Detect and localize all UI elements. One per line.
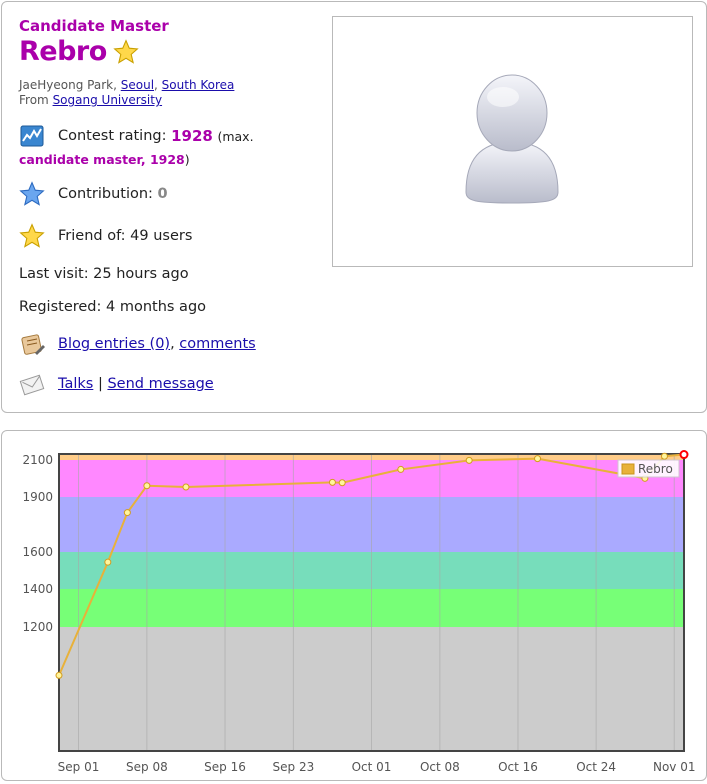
- friend-row: Friend of: 49 users: [19, 223, 192, 249]
- user-rank: Candidate Master: [19, 17, 169, 35]
- user-name: JaeHyeong Park: [19, 78, 114, 92]
- rating-chart[interactable]: Sep 01 Sep 08 Sep 16 Sep 23 Oct 01 Oct 08 Oct …: [2, 431, 706, 780]
- legend-label: Rebro: [638, 462, 673, 476]
- blog-entries-link[interactable]: Blog entries (0): [58, 336, 171, 352]
- x-tick-label: Nov 01: [653, 760, 696, 774]
- data-point: [338, 479, 346, 487]
- user-location: JaeHyeong Park, Seoul, South Korea: [19, 78, 235, 92]
- user-organization: From Sogang University: [19, 93, 162, 107]
- x-tick-label: Sep 01: [58, 760, 100, 774]
- max-rating-rank: candidate master, 1928: [19, 152, 185, 167]
- country-link[interactable]: South Korea: [161, 78, 235, 92]
- data-point: [123, 509, 131, 517]
- plot-frame: [58, 453, 685, 752]
- y-tick-label: 1900: [22, 490, 53, 504]
- data-point: [55, 671, 63, 679]
- friend-star-icon[interactable]: [19, 223, 45, 249]
- university-link[interactable]: Sogang University: [52, 93, 163, 107]
- from-label: From: [19, 93, 49, 107]
- rating-graph-panel: Sep 01 Sep 08 Sep 16 Sep 23 Oct 01 Oct 08 Oct …: [1, 430, 707, 781]
- link-separator: |: [97, 376, 103, 392]
- blog-icon: [21, 334, 45, 355]
- y-tick-label: 1600: [22, 545, 53, 559]
- talks-link[interactable]: Talks: [58, 376, 94, 392]
- x-tick-label: Oct 16: [498, 760, 538, 774]
- x-tick-label: Sep 16: [204, 760, 246, 774]
- x-tick-label: Oct 24: [576, 760, 616, 774]
- contribution-value: 0: [157, 186, 168, 202]
- data-point: [465, 456, 473, 464]
- profile-panel: Candidate Master Rebro JaeHyeong Park, S…: [1, 1, 707, 413]
- city-link[interactable]: Seoul: [120, 78, 155, 92]
- last-visit: Last visit: 25 hours ago: [19, 266, 189, 282]
- friend-count: Friend of: 49 users: [58, 228, 193, 244]
- x-tick-label: Sep 08: [126, 760, 168, 774]
- comments-link[interactable]: comments: [179, 336, 256, 352]
- x-tick-label: Oct 01: [352, 760, 392, 774]
- favorite-star-icon[interactable]: [113, 38, 139, 65]
- data-point: [679, 450, 689, 460]
- y-tick-label: 1200: [22, 620, 53, 634]
- rating-chart-icon: [20, 125, 44, 147]
- avatar-placeholder-icon: [465, 74, 559, 204]
- contribution-star-icon: [19, 181, 45, 206]
- registered: Registered: 4 months ago: [19, 299, 207, 315]
- data-point: [104, 558, 112, 566]
- contribution-label: Contribution:: [58, 186, 153, 202]
- send-message-link[interactable]: Send message: [107, 376, 214, 392]
- handle-row: Rebro: [19, 36, 139, 67]
- data-point: [143, 482, 151, 490]
- data-point: [397, 465, 405, 473]
- message-icon: [19, 374, 45, 396]
- data-point: [534, 455, 542, 463]
- talks-row: Talks | Send message: [19, 371, 214, 397]
- data-point: [660, 452, 668, 460]
- data-point: [328, 478, 336, 486]
- contest-rating-row: Contest rating: 1928 (max.: [19, 123, 254, 149]
- user-handle: Rebro: [19, 36, 107, 67]
- contest-rating-value: 1928: [171, 127, 213, 145]
- blog-row: Blog entries (0), comments: [19, 331, 256, 357]
- avatar-frame: [332, 16, 693, 267]
- contribution-row: Contribution: 0: [19, 181, 168, 207]
- y-tick-label: 1400: [22, 582, 53, 596]
- y-tick-label: 2100: [22, 453, 53, 467]
- max-rating-prefix: (max.: [217, 128, 254, 144]
- x-tick-label: Sep 23: [273, 760, 315, 774]
- data-point: [182, 483, 190, 491]
- legend-swatch: [621, 463, 635, 475]
- contest-rating-label: Contest rating:: [58, 128, 167, 144]
- x-tick-label: Oct 08: [420, 760, 460, 774]
- max-rating-suffix: ): [184, 152, 190, 167]
- max-rating: candidate master, 1928): [19, 152, 190, 167]
